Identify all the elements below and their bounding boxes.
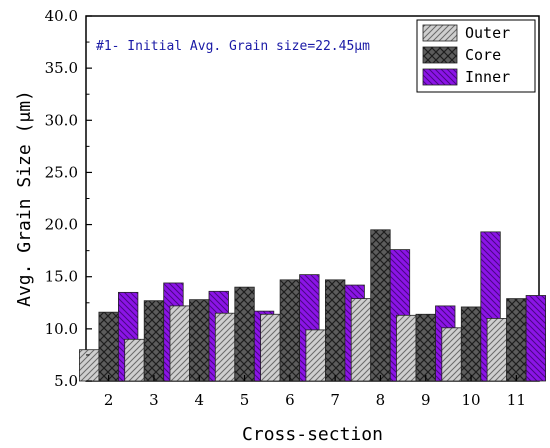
legend-swatch-core (422, 46, 458, 64)
bar-core-8 (370, 229, 391, 382)
y-tick-label: 15.0 (45, 268, 78, 286)
bar-core-5 (234, 286, 255, 382)
legend-swatch-outer (422, 24, 458, 42)
bars-group (79, 229, 546, 382)
x-tick-label: 8 (376, 391, 386, 409)
y-tick-label: 40.0 (45, 7, 78, 25)
x-tick-label: 11 (507, 391, 526, 409)
x-tick-label: 5 (240, 391, 250, 409)
bar-core-9 (415, 313, 436, 382)
bar-core-11 (506, 298, 527, 382)
legend-label-core: Core (465, 46, 501, 64)
bar-outer-2 (79, 349, 100, 382)
bar-outer-4 (169, 305, 190, 382)
bar-outer-5 (214, 312, 236, 382)
bar-outer-6 (260, 313, 281, 382)
bar-outer-8 (350, 298, 372, 382)
y-tick-label: 30.0 (45, 111, 78, 129)
x-tick-label: 4 (194, 391, 204, 409)
x-tick-label: 7 (330, 391, 340, 409)
x-axis-ticks: 2 3 4 5 6 7 8 9 10 11 (104, 375, 526, 409)
x-tick-label: 6 (285, 391, 295, 409)
bar-inner-11 (525, 295, 546, 382)
x-axis-title: Cross-section (242, 424, 383, 445)
x-tick-label: 2 (104, 391, 114, 409)
bar-outer-3 (124, 338, 145, 382)
bar-core-3 (143, 300, 165, 382)
y-axis-ticks: 5.0 10.0 15.0 20.0 25.0 30.0 35.0 40.0 (45, 7, 92, 390)
bar-core-4 (189, 299, 210, 382)
x-tick-label: 10 (462, 391, 481, 409)
legend-label-outer: Outer (465, 24, 510, 42)
y-tick-label: 10.0 (45, 320, 78, 338)
y-tick-label: 5.0 (54, 372, 78, 390)
bar-core-6 (279, 279, 301, 382)
bar-outer-7 (305, 329, 326, 382)
y-tick-label: 20.0 (45, 216, 78, 234)
bar-core-2 (98, 311, 119, 382)
legend: Outer Core Inner (416, 19, 536, 93)
legend-label-inner: Inner (465, 68, 510, 86)
y-axis-title: Avg. Grain Size (μm) (14, 90, 35, 307)
bar-outer-11 (486, 318, 508, 382)
legend-swatch-inner (422, 68, 458, 86)
bar-core-7 (324, 279, 346, 382)
bar-outer-10 (441, 327, 462, 382)
bar-outer-9 (396, 314, 417, 382)
x-tick-label: 9 (421, 391, 431, 409)
bar-core-10 (460, 306, 482, 382)
y-tick-label: 35.0 (45, 59, 78, 77)
x-tick-label: 3 (149, 391, 159, 409)
y-tick-label: 25.0 (45, 163, 78, 181)
chart-annotation: #1- Initial Avg. Grain size=22.45μm (96, 39, 370, 54)
